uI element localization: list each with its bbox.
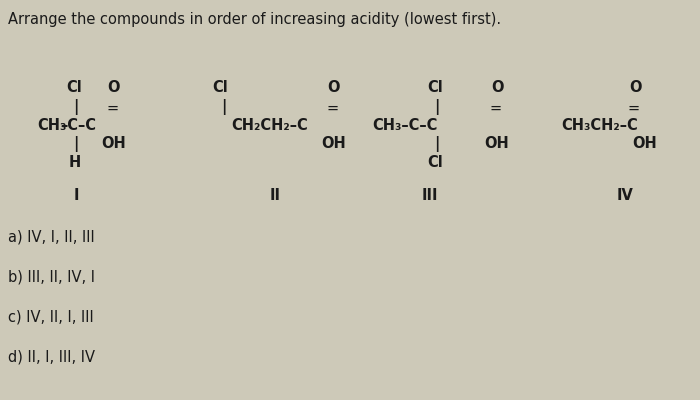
Text: IV: IV [617,188,634,203]
Text: –C–C: –C–C [60,118,96,132]
Text: =: = [490,101,502,116]
Text: |: | [434,99,440,115]
Text: Cl: Cl [427,80,443,95]
Text: II: II [270,188,281,203]
Text: |: | [74,136,78,152]
Text: a) IV, I, II, III: a) IV, I, II, III [8,230,95,245]
Text: I: I [74,188,78,203]
Text: CH₃: CH₃ [37,118,66,132]
Text: CH₃CH₂–C: CH₃CH₂–C [561,118,638,132]
Text: O: O [629,80,641,95]
Text: Cl: Cl [212,80,228,95]
Text: OH: OH [633,136,657,151]
Text: CH₂CH₂–C: CH₂CH₂–C [232,118,309,132]
Text: O: O [491,80,503,95]
Text: |: | [434,136,440,152]
Text: |: | [221,99,227,115]
Text: Cl: Cl [427,155,443,170]
Text: b) III, II, IV, I: b) III, II, IV, I [8,270,95,285]
Text: =: = [628,101,640,116]
Text: OH: OH [321,136,346,151]
Text: =: = [327,101,339,116]
Text: H: H [69,155,81,170]
Text: CH₃–C–C: CH₃–C–C [372,118,438,132]
Text: III: III [421,188,438,203]
Text: OH: OH [484,136,510,151]
Text: Cl: Cl [66,80,82,95]
Text: =: = [107,101,119,116]
Text: d) II, I, III, IV: d) II, I, III, IV [8,350,95,365]
Text: OH: OH [102,136,127,151]
Text: c) IV, II, I, III: c) IV, II, I, III [8,310,94,325]
Text: O: O [108,80,120,95]
Text: O: O [328,80,340,95]
Text: |: | [74,99,78,115]
Text: Arrange the compounds in order of increasing acidity (lowest first).: Arrange the compounds in order of increa… [8,12,501,27]
